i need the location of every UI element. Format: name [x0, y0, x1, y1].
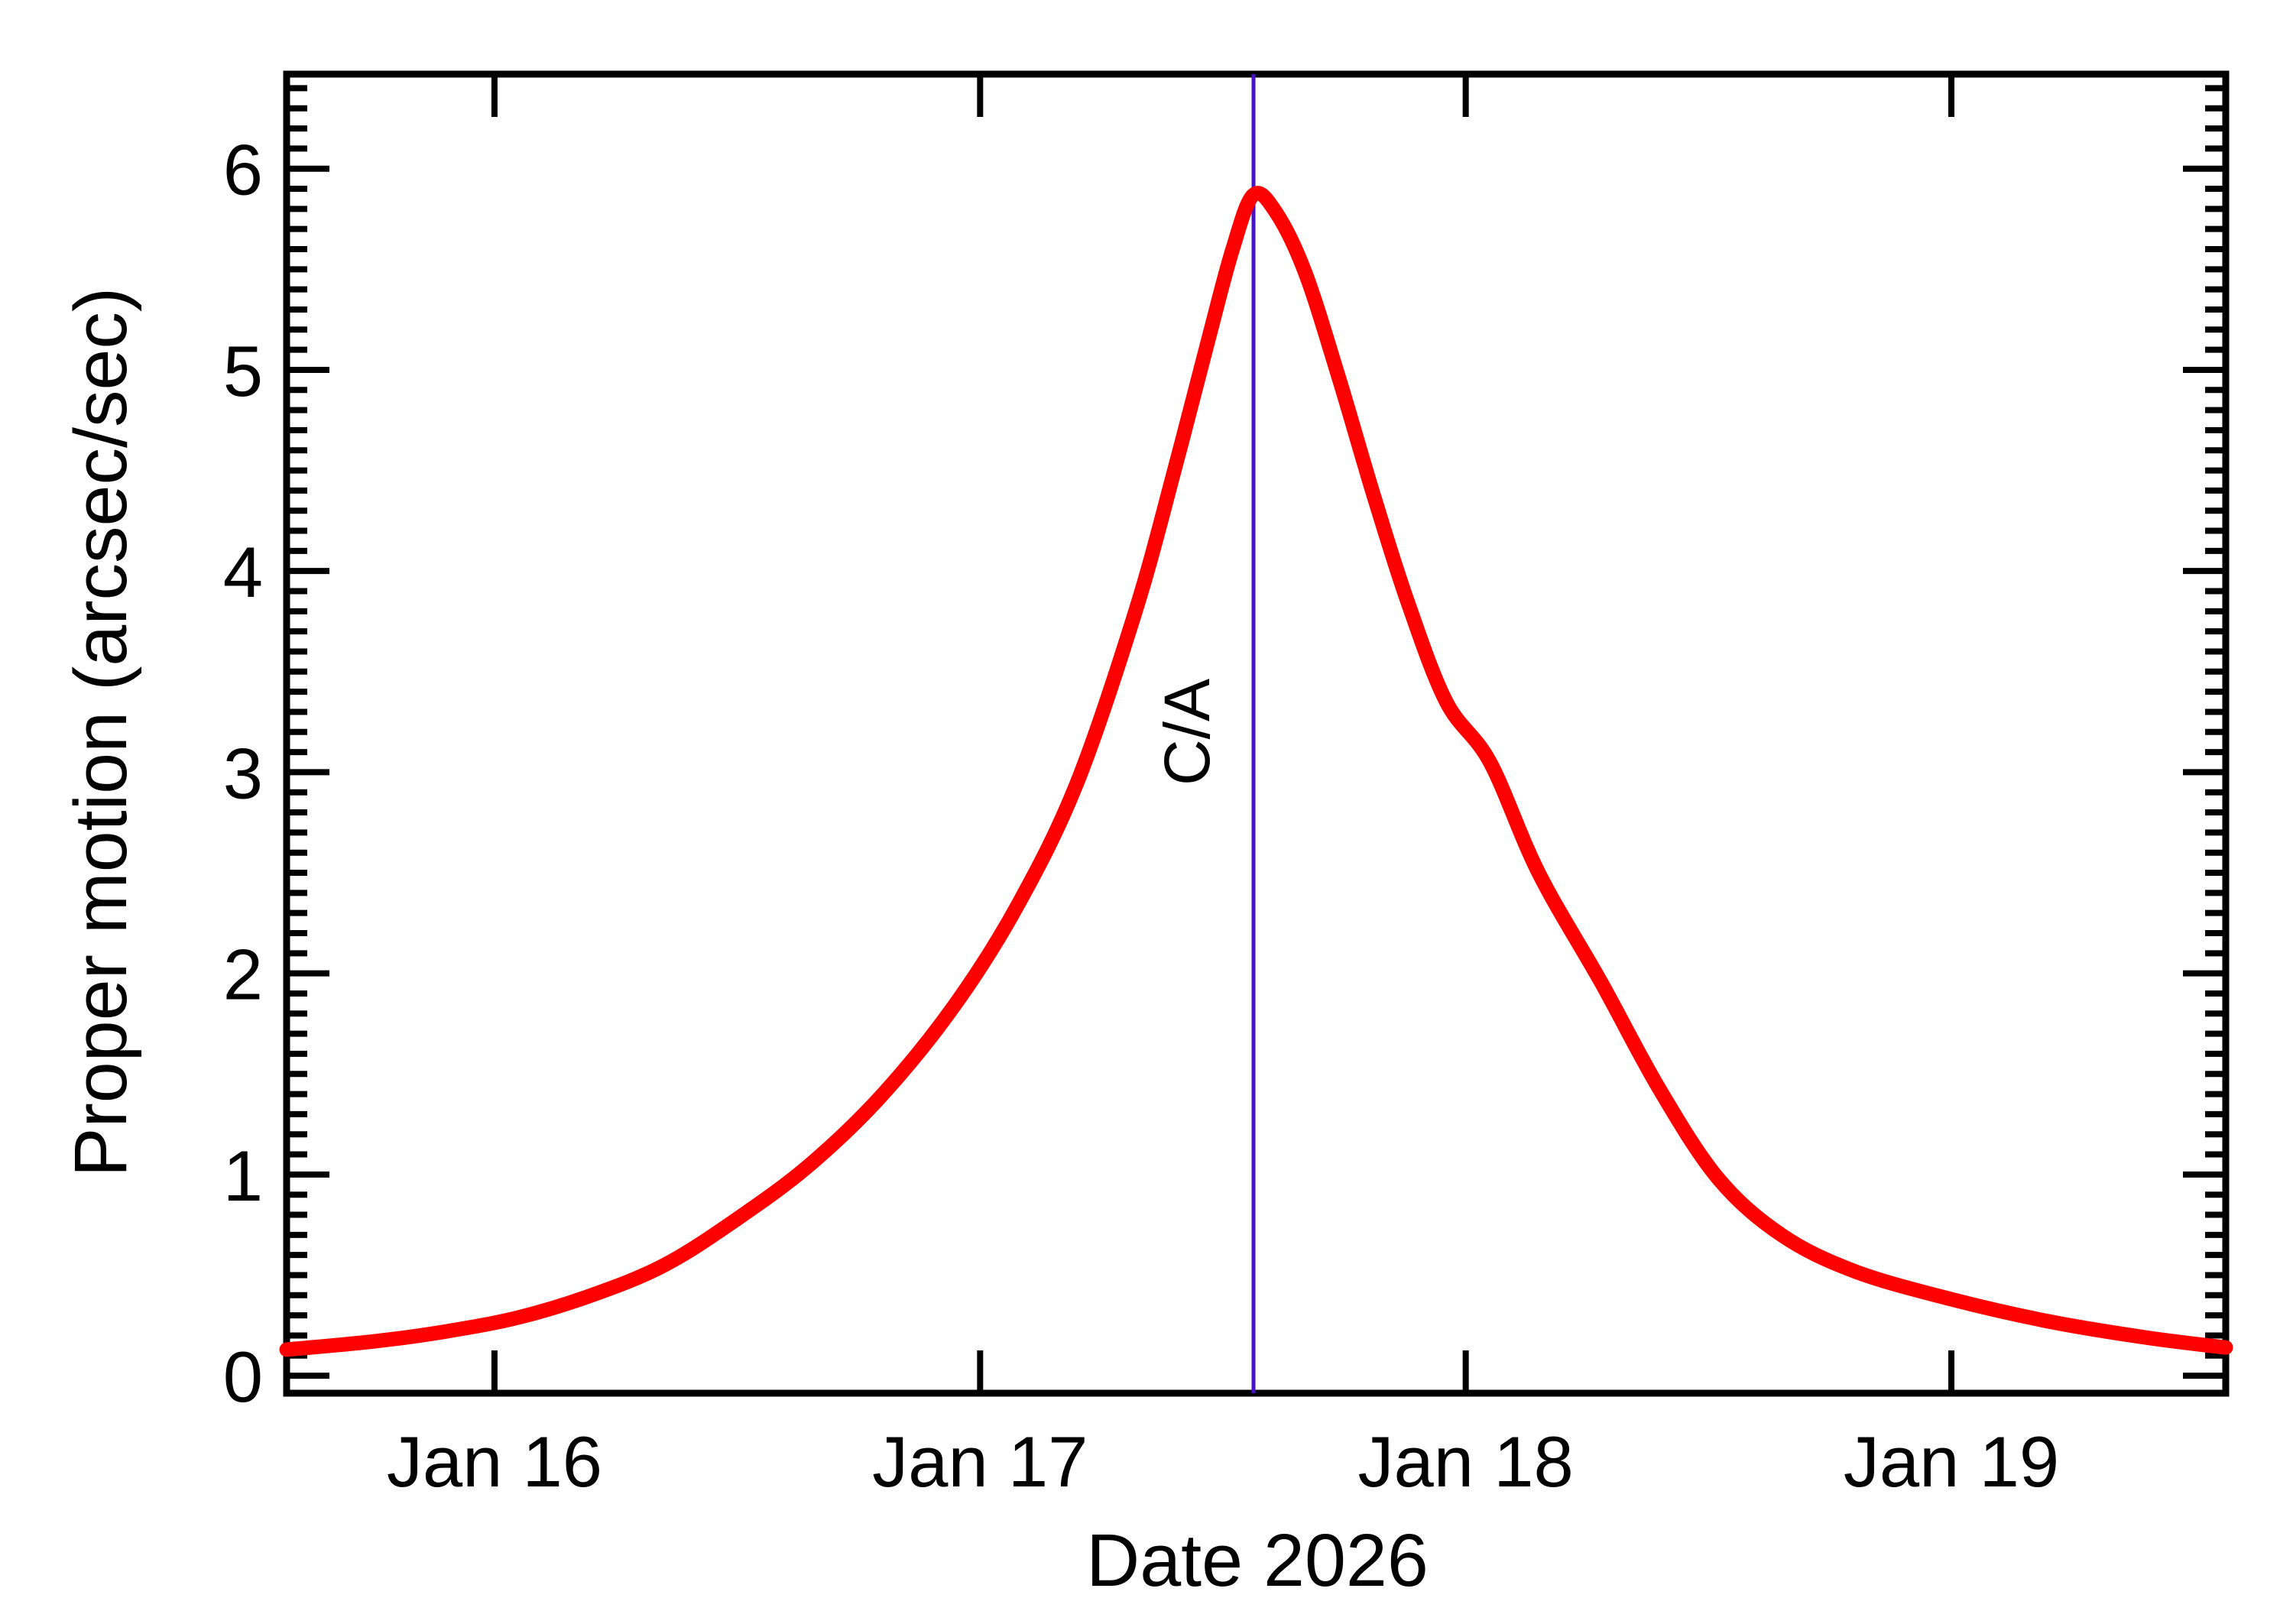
data-series-group	[279, 74, 2233, 1393]
x-tick-label: Jan 18	[1358, 1421, 1574, 1502]
y-tick-label: 2	[223, 935, 263, 1015]
y-tick-label: 3	[223, 733, 263, 813]
tick-labels-group: Jan 16 Jan 17 Jan 18 Jan 19 0 1 2 3 4 5 6	[223, 130, 2059, 1502]
y-tick-label: 1	[223, 1136, 263, 1216]
axis-ticks-group	[287, 74, 2226, 1393]
y-tick-label: 0	[223, 1337, 263, 1417]
x-tick-label: Jan 19	[1844, 1421, 2059, 1502]
x-axis-title: Date 2026	[1086, 1519, 1429, 1602]
y-tick-label: 4	[223, 532, 263, 612]
x-tick-label: Jan 17	[872, 1421, 1088, 1502]
y-tick-label: 5	[223, 331, 263, 411]
x-tick-label: Jan 16	[387, 1421, 602, 1502]
y-axis-title: Proper motion (arcsec/sec)	[59, 287, 142, 1177]
closest-approach-label: C/A	[1151, 679, 1223, 786]
plot-frame	[283, 70, 2230, 1397]
y-tick-label: 6	[223, 130, 263, 210]
plot-frame-group	[283, 70, 2230, 1397]
proper-motion-curve	[279, 186, 2233, 1357]
